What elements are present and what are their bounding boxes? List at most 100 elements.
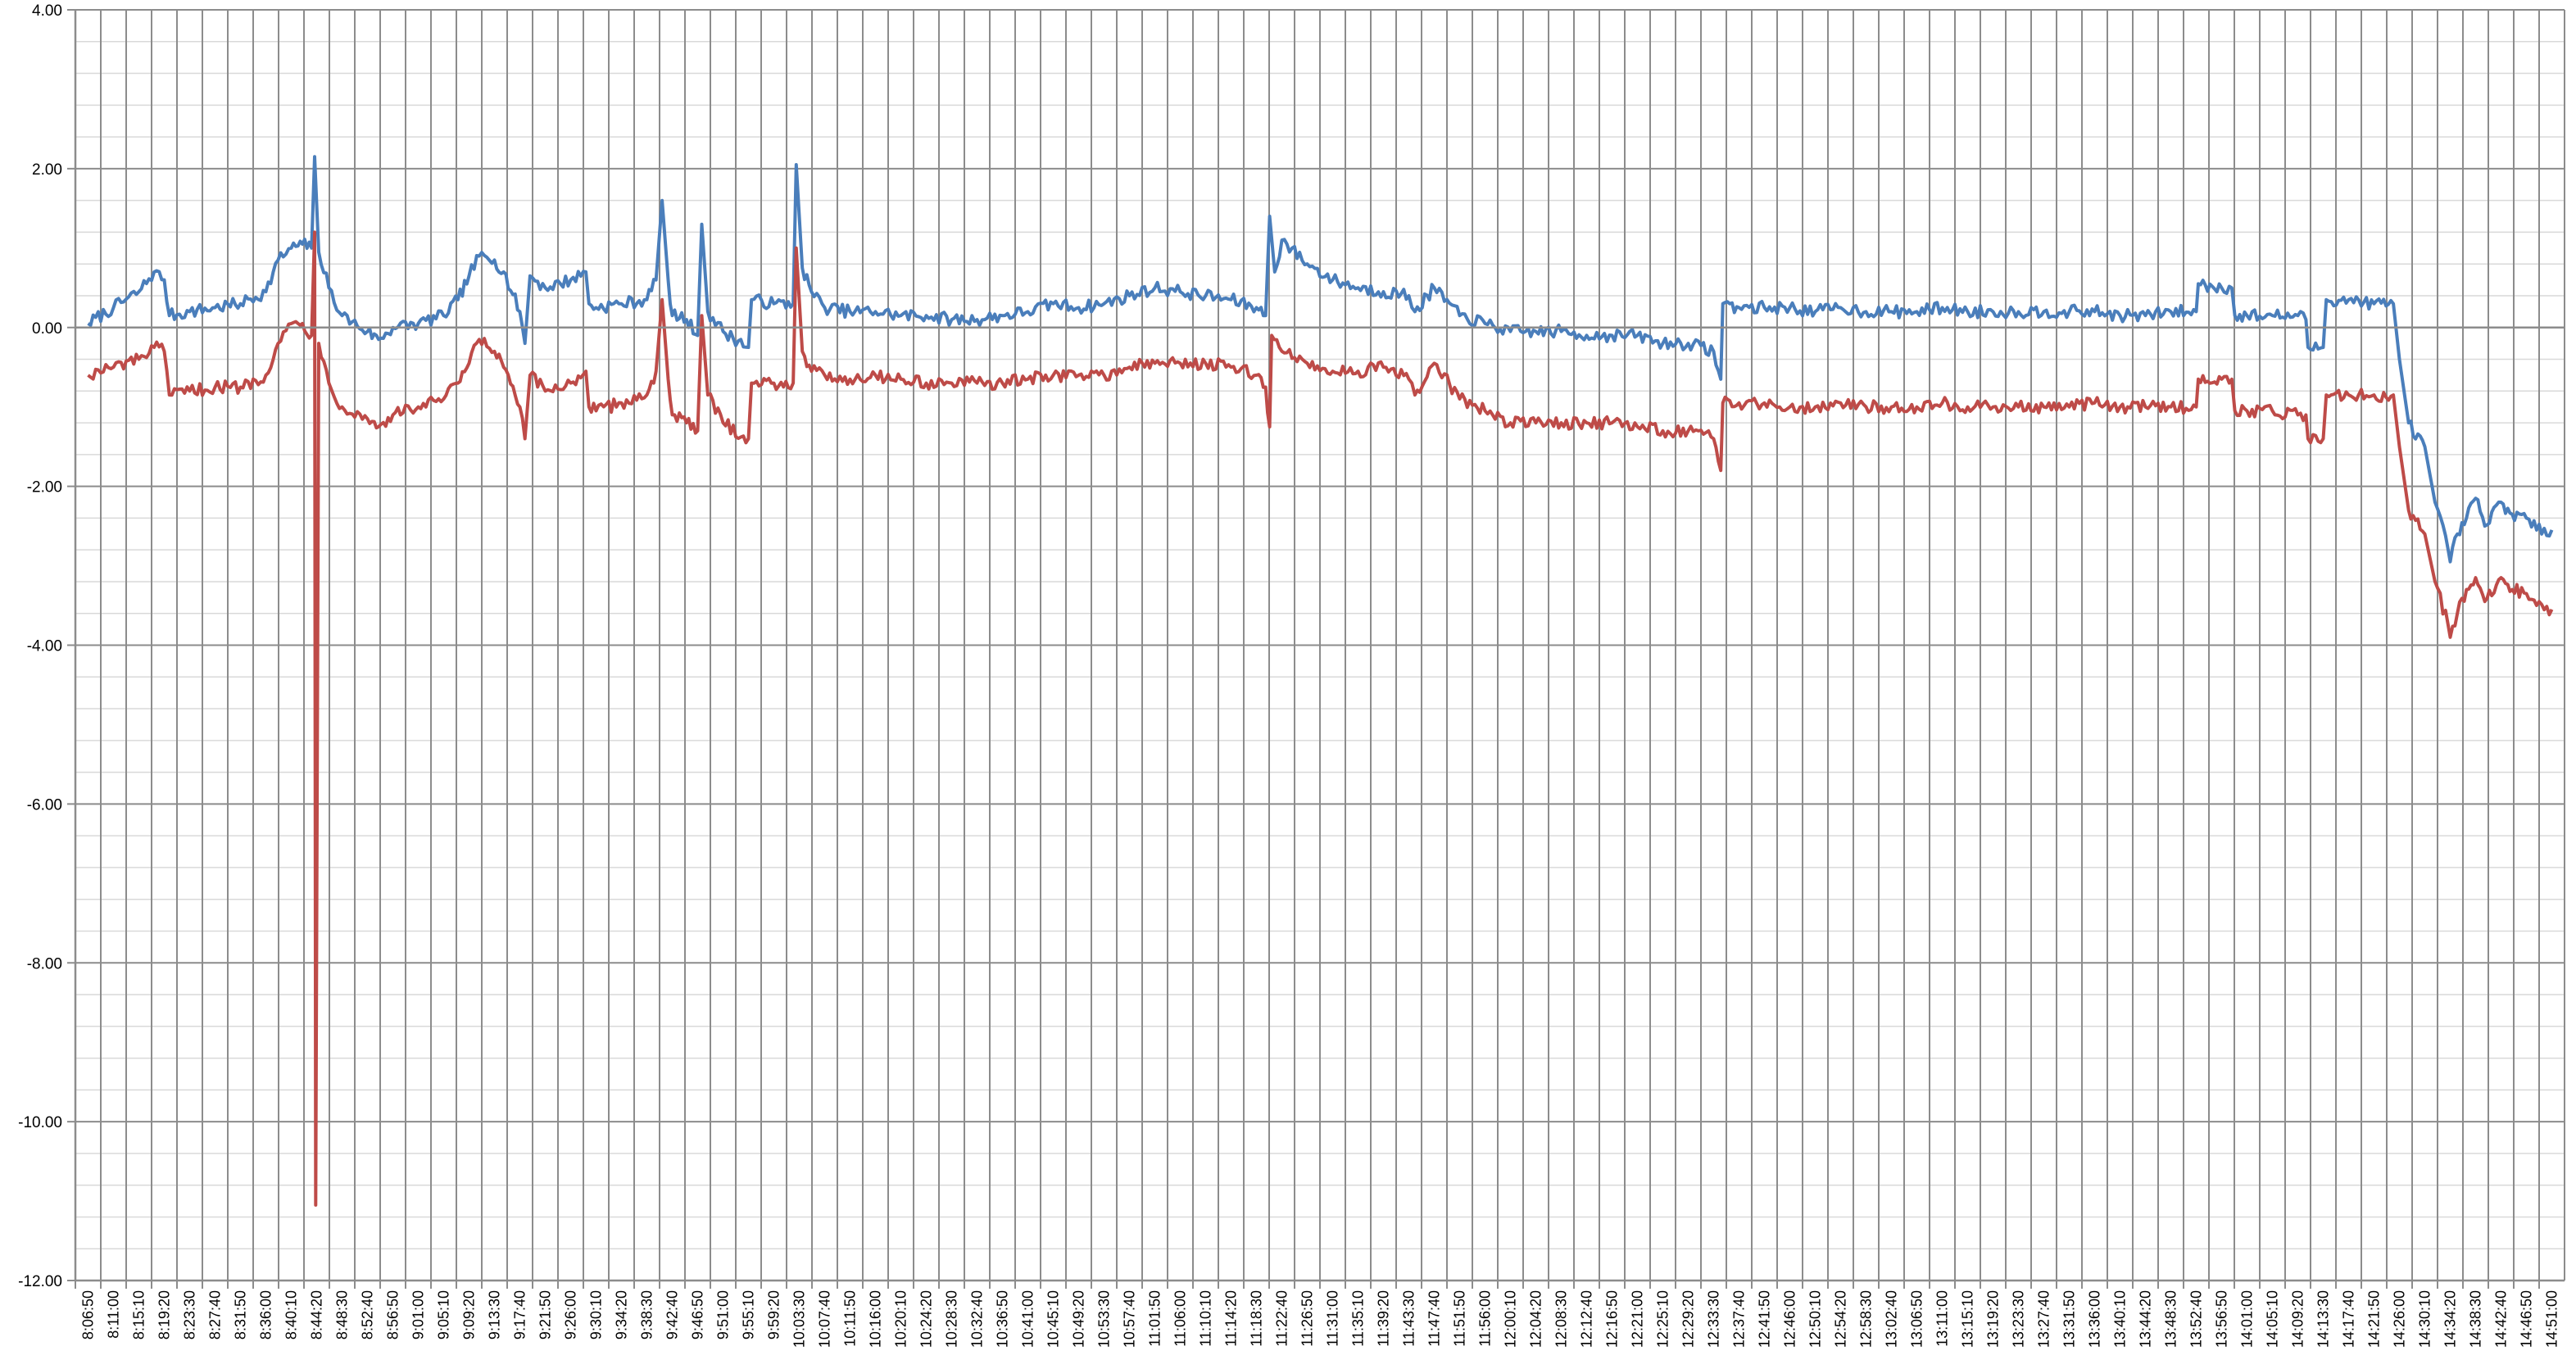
x-tick-label: 10:03:30 bbox=[791, 1290, 808, 1348]
x-tick-label: 11:10:10 bbox=[1198, 1290, 1214, 1347]
x-tick-label: 9:13:30 bbox=[487, 1290, 503, 1340]
x-tick-label: 14:30:10 bbox=[2417, 1290, 2433, 1348]
y-tick-label: -10.00 bbox=[18, 1114, 62, 1131]
x-tick-label: 12:00:10 bbox=[1503, 1290, 1519, 1348]
x-tick-label: 10:07:40 bbox=[817, 1290, 833, 1348]
x-tick-label: 13:36:00 bbox=[2087, 1290, 2103, 1348]
x-tick-label: 13:27:40 bbox=[2036, 1290, 2052, 1348]
x-tick-label: 13:11:00 bbox=[1934, 1290, 1951, 1347]
x-tick-label: 14:05:10 bbox=[2265, 1290, 2281, 1348]
x-tick-label: 13:06:50 bbox=[1909, 1290, 1925, 1348]
x-tick-label: 14:42:40 bbox=[2493, 1290, 2510, 1348]
x-tick-label: 9:26:00 bbox=[563, 1290, 579, 1340]
x-tick-label: 10:24:20 bbox=[918, 1290, 935, 1348]
x-tick-label: 8:44:20 bbox=[309, 1290, 325, 1340]
x-tick-label: 9:55:10 bbox=[741, 1290, 757, 1340]
x-tick-label: 9:21:50 bbox=[537, 1290, 554, 1340]
x-tick-label: 10:41:00 bbox=[1020, 1290, 1036, 1348]
x-tick-label: 9:30:10 bbox=[588, 1290, 605, 1340]
x-tick-label: 10:45:10 bbox=[1045, 1290, 1062, 1348]
x-tick-label: 14:46:50 bbox=[2519, 1290, 2535, 1348]
x-tick-label: 12:50:10 bbox=[1807, 1290, 1824, 1348]
x-tick-label: 11:51:50 bbox=[1452, 1290, 1468, 1347]
x-tick-label: 8:31:50 bbox=[233, 1290, 249, 1340]
x-tick-label: 13:15:10 bbox=[1960, 1290, 1976, 1348]
series-line-1 bbox=[87, 155, 2554, 564]
x-tick-label: 12:16:50 bbox=[1604, 1290, 1621, 1348]
x-tick-label: 13:48:30 bbox=[2163, 1290, 2179, 1348]
x-tick-label: 11:06:00 bbox=[1172, 1290, 1189, 1347]
x-tick-label: 14:26:00 bbox=[2392, 1290, 2408, 1348]
x-tick-label: 8:27:40 bbox=[207, 1290, 224, 1340]
x-tick-label: 8:52:40 bbox=[360, 1290, 376, 1340]
x-tick-label: 13:19:20 bbox=[1985, 1290, 2002, 1348]
x-tick-label: 8:06:50 bbox=[80, 1290, 97, 1340]
x-tick-label: 12:54:20 bbox=[1833, 1290, 1849, 1348]
x-tick-label: 10:20:10 bbox=[893, 1290, 909, 1348]
x-tick-label: 12:12:40 bbox=[1579, 1290, 1595, 1348]
x-tick-label: 13:44:20 bbox=[2138, 1290, 2154, 1348]
x-tick-label: 14:17:40 bbox=[2341, 1290, 2357, 1348]
x-tick-label: 8:15:10 bbox=[131, 1290, 147, 1340]
y-tick-label: 2.00 bbox=[32, 161, 62, 179]
x-tick-label: 9:38:30 bbox=[639, 1290, 655, 1340]
x-tick-label: 14:01:00 bbox=[2239, 1290, 2256, 1348]
x-tick-label: 14:09:20 bbox=[2290, 1290, 2306, 1348]
x-tick-label: 9:01:00 bbox=[410, 1290, 427, 1340]
x-tick-label: 12:21:00 bbox=[1630, 1290, 1646, 1348]
x-tick-label: 12:04:20 bbox=[1528, 1290, 1544, 1348]
y-tick-label: -2.00 bbox=[27, 479, 62, 496]
x-tick-label: 12:33:30 bbox=[1706, 1290, 1722, 1348]
vertical-gridlines bbox=[75, 10, 2565, 1281]
x-tick-label: 9:46:50 bbox=[690, 1290, 706, 1340]
x-tick-label: 11:26:50 bbox=[1299, 1290, 1316, 1347]
x-tick-label: 9:09:20 bbox=[461, 1290, 478, 1340]
x-tick-label: 10:57:40 bbox=[1122, 1290, 1138, 1348]
x-tick-label: 13:31:50 bbox=[2061, 1290, 2078, 1348]
x-tick-label: 14:51:00 bbox=[2544, 1290, 2560, 1348]
x-tick-label: 11:22:40 bbox=[1274, 1290, 1290, 1347]
x-tick-label: 14:13:30 bbox=[2315, 1290, 2332, 1348]
x-tick-label: 10:32:40 bbox=[969, 1290, 986, 1348]
x-tick-label: 8:40:10 bbox=[283, 1290, 300, 1340]
series-line-2 bbox=[87, 230, 2554, 1207]
x-tick-label: 13:40:10 bbox=[2112, 1290, 2129, 1348]
x-tick-label: 12:29:20 bbox=[1680, 1290, 1697, 1348]
x-tick-label: 12:41:50 bbox=[1757, 1290, 1773, 1348]
x-tick-label: 10:49:20 bbox=[1071, 1290, 1087, 1348]
x-tick-label: 12:46:00 bbox=[1782, 1290, 1798, 1348]
y-tick-label: -6.00 bbox=[27, 796, 62, 814]
y-tick-label: -8.00 bbox=[27, 955, 62, 972]
x-tick-label: 13:56:50 bbox=[2214, 1290, 2230, 1348]
x-tick-label: 9:17:40 bbox=[512, 1290, 528, 1340]
x-tick-label: 9:34:20 bbox=[614, 1290, 630, 1340]
x-tick-label: 9:59:20 bbox=[766, 1290, 782, 1340]
x-tick-label: 8:11:00 bbox=[106, 1290, 122, 1339]
x-tick-label: 12:25:10 bbox=[1655, 1290, 1671, 1348]
x-tick-label: 8:56:50 bbox=[385, 1290, 401, 1340]
x-tick-label: 8:23:30 bbox=[182, 1290, 198, 1340]
x-tick-label: 8:36:00 bbox=[258, 1290, 274, 1340]
x-tick-label: 10:36:50 bbox=[995, 1290, 1011, 1348]
x-tick-label: 10:28:30 bbox=[944, 1290, 960, 1348]
x-tick-label: 11:47:40 bbox=[1426, 1290, 1443, 1347]
x-tick-label: 8:48:30 bbox=[334, 1290, 351, 1340]
x-tick-label: 11:18:30 bbox=[1249, 1290, 1265, 1347]
x-tick-label: 14:21:50 bbox=[2366, 1290, 2383, 1348]
x-tick-label: 9:51:00 bbox=[715, 1290, 732, 1340]
x-tick-label: 11:39:20 bbox=[1376, 1290, 1392, 1347]
x-tick-label: 12:37:40 bbox=[1731, 1290, 1748, 1348]
x-tick-label: 11:01:50 bbox=[1147, 1290, 1163, 1347]
y-axis-tick-labels: 4.00 2.00 0.00 -2.00 -4.00 -6.00 -8.00 -10.00 -1… bbox=[18, 2, 62, 1290]
x-tick-label: 11:43:30 bbox=[1401, 1290, 1417, 1347]
x-tick-label: 14:34:20 bbox=[2442, 1290, 2459, 1348]
series-layer bbox=[87, 155, 2554, 1207]
x-tick-label: 8:19:20 bbox=[156, 1290, 173, 1340]
x-tick-label: 13:52:40 bbox=[2188, 1290, 2205, 1348]
x-tick-label: 10:16:00 bbox=[868, 1290, 884, 1348]
x-axis-tick-labels: 8:06:50 8:11:00 8:15:10 8:19:20 8:23:30 8:27:… bbox=[80, 1290, 2560, 1348]
y-tick-label: 4.00 bbox=[32, 2, 62, 20]
x-tick-label: 13:23:30 bbox=[2011, 1290, 2027, 1348]
